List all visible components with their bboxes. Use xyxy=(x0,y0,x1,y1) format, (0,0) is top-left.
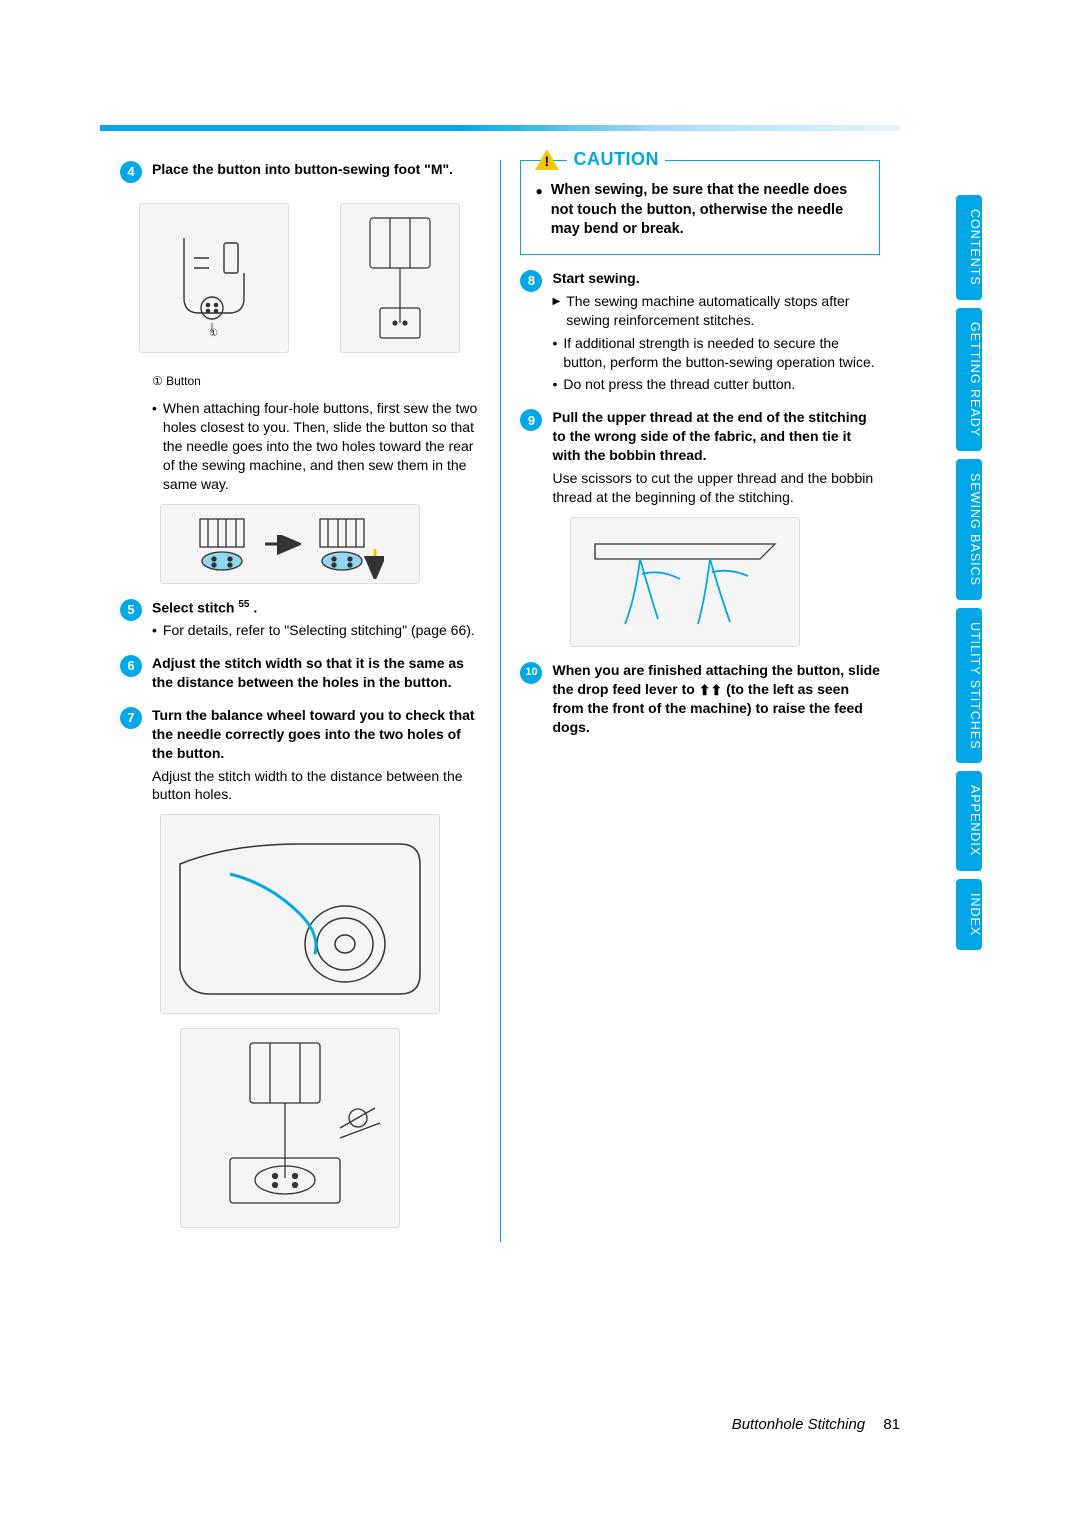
tab-contents[interactable]: CONTENTS xyxy=(956,195,982,300)
step-10: 10 When you are finished attaching the b… xyxy=(520,661,880,741)
feed-dog-icon: ⬆⬆ xyxy=(699,681,722,700)
step-body-text: Adjust the stitch width to the distance … xyxy=(152,767,480,805)
step-number-badge: 8 xyxy=(520,270,542,292)
step-arrow-text: The sewing machine automatically stops a… xyxy=(566,292,880,330)
caution-text: When sewing, be sure that the needle doe… xyxy=(551,181,865,240)
caution-label: CAUTION xyxy=(567,147,665,171)
step-number-badge: 4 xyxy=(120,161,142,183)
step-4: 4 Place the button into button-sewing fo… xyxy=(120,160,480,183)
main-content: 4 Place the button into button-sewing fo… xyxy=(120,160,880,1242)
illustration-needle xyxy=(340,203,460,353)
step-title: Turn the balance wheel toward you to che… xyxy=(152,706,480,763)
step-title: Start sewing. xyxy=(552,269,880,288)
step-title: Adjust the stitch width so that it is th… xyxy=(152,654,480,692)
illustration-4hole xyxy=(160,504,420,584)
side-nav-tabs: CONTENTS GETTING READY SEWING BASICS UTI… xyxy=(956,195,992,958)
step-number-badge: 10 xyxy=(520,662,542,684)
step-number-badge: 7 xyxy=(120,707,142,729)
page-number: 81 xyxy=(883,1416,900,1433)
section-title: Buttonhole Stitching xyxy=(732,1416,865,1433)
caution-header: CAUTION xyxy=(535,147,865,171)
step-number-badge: 9 xyxy=(520,409,542,431)
step-bullet: If additional strength is needed to secu… xyxy=(563,334,880,372)
caption-label: Button xyxy=(166,374,201,388)
illustration-foot: ① xyxy=(139,203,289,353)
tab-sewing-basics[interactable]: SEWING BASICS xyxy=(956,459,982,600)
illustration-balance-wheel xyxy=(160,814,440,1014)
step-4-note: When attaching four-hole buttons, first … xyxy=(152,399,480,493)
header-accent-bar xyxy=(100,125,900,131)
note-text: When attaching four-hole buttons, first … xyxy=(163,399,480,493)
step-8: 8 Start sewing. The sewing machine autom… xyxy=(520,269,880,398)
tab-getting-ready[interactable]: GETTING READY xyxy=(956,308,982,451)
warning-icon xyxy=(535,149,559,170)
page-footer: Buttonhole Stitching 81 xyxy=(732,1416,900,1433)
step-title: Place the button into button-sewing foot… xyxy=(152,160,480,179)
caution-box: CAUTION When sewing, be sure that the ne… xyxy=(520,160,880,255)
caption-ref: ① xyxy=(152,374,163,388)
column-divider xyxy=(500,160,501,1242)
step-6: 6 Adjust the stitch width so that it is … xyxy=(120,654,480,696)
step-title: Pull the upper thread at the end of the … xyxy=(552,408,880,465)
step-number-badge: 6 xyxy=(120,655,142,677)
right-column: CAUTION When sewing, be sure that the ne… xyxy=(520,160,880,1242)
step-title: When you are finished attaching the butt… xyxy=(552,661,880,737)
step-title: Select stitch 55 . xyxy=(152,598,480,618)
illustration-needle-check xyxy=(180,1028,400,1228)
tab-index[interactable]: INDEX xyxy=(956,879,982,950)
tab-utility-stitches[interactable]: UTILITY STITCHES xyxy=(956,608,982,764)
svg-text:①: ① xyxy=(209,328,218,338)
step-bullet: Do not press the thread cutter button. xyxy=(563,375,795,394)
step-number-badge: 5 xyxy=(120,599,142,621)
illustration-row: ① xyxy=(120,193,480,367)
left-column: 4 Place the button into button-sewing fo… xyxy=(120,160,480,1242)
step-7: 7 Turn the balance wheel toward you to c… xyxy=(120,706,480,804)
step-bullet: For details, refer to "Selecting stitchi… xyxy=(163,621,475,640)
step-9: 9 Pull the upper thread at the end of th… xyxy=(520,408,880,506)
tab-appendix[interactable]: APPENDIX xyxy=(956,771,982,870)
step-body-text: Use scissors to cut the upper thread and… xyxy=(552,469,880,507)
illustration-caption: ① Button xyxy=(152,373,480,389)
step-5: 5 Select stitch 55 . For details, refer … xyxy=(120,598,480,644)
illustration-thread-tie xyxy=(570,517,800,647)
